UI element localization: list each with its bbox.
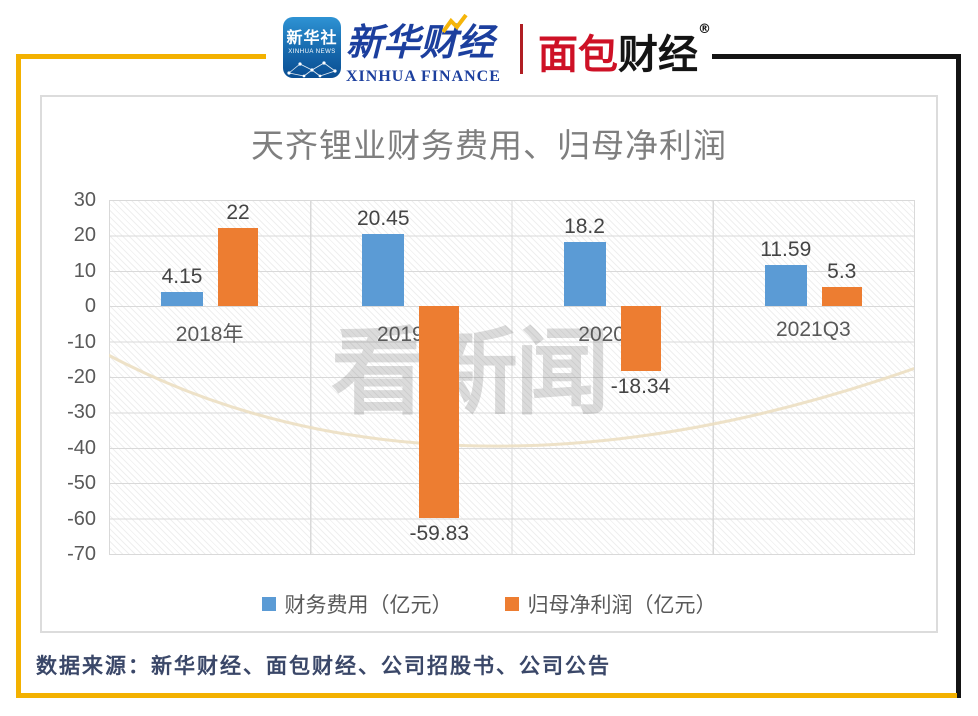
bar-series0-1 (362, 233, 405, 307)
y-tick-label: -30 (67, 401, 96, 424)
xinhua-finance-logo: 新华财经 XINHUA FINANCE (346, 12, 522, 86)
y-tick-label: -10 (67, 330, 96, 353)
legend-label: 财务费用（亿元） (284, 594, 453, 617)
bread-finance-logo: 面包财经® (538, 22, 711, 80)
y-axis: 30 20 10 0 -10 -20 -30 -40 -50 -60 -70 (44, 97, 96, 631)
xinhua-finance-cn: 新华财经 (346, 12, 522, 66)
frame-right (956, 54, 961, 698)
data-label: 20.45 (356, 206, 410, 230)
frame-top-gold (16, 54, 490, 59)
xinhua-finance-en: XINHUA FINANCE (346, 68, 501, 85)
bar-series0-2 (563, 241, 606, 307)
watermark-text: 看新闻 (331, 318, 610, 428)
data-label: 11.59 (760, 238, 812, 262)
y-tick-label: 20 (73, 224, 96, 247)
bar-series1-0 (218, 228, 258, 307)
chart-title: 天齐锂业财务费用、归母净利润 (251, 127, 727, 164)
legend-swatch (261, 597, 276, 611)
data-label: -59.83 (409, 521, 470, 545)
y-tick-label: -60 (67, 507, 96, 530)
data-label: 18.2 (564, 214, 605, 238)
xinhua-app-subtitle: XINHUA NEWS (288, 49, 336, 55)
category-label: 2020年 (578, 323, 646, 347)
data-label: 22 (226, 201, 250, 225)
y-tick-label: -20 (67, 366, 96, 388)
bread-finance-cn-red: 面包 (538, 32, 618, 78)
category-label: 2021Q3 (776, 318, 851, 342)
legend: 财务费用（亿元） 归母净利润（亿元） (42, 589, 936, 619)
data-label: 4.15 (161, 264, 203, 288)
chart-card: 天齐锂业财务费用、归母净利润 30 20 10 0 -10 -20 -30 -40 -50 -60… (40, 95, 938, 633)
bar-series1-3 (821, 287, 862, 307)
category-label: 2018年 (175, 323, 244, 347)
frame-left (16, 54, 21, 698)
y-tick-label: 10 (73, 259, 96, 282)
y-tick-label: -70 (67, 543, 96, 565)
bar-series1-1 (419, 306, 460, 518)
gold-arrow-icon (442, 14, 468, 34)
plot-area: 看新闻 2018年 2019年 2020年 2021Q3 4.15 20.45 18.2 11… (109, 200, 915, 555)
header-logos: 新华社 XINHUA NEWS 新华财经 XINHUA FINANCE (266, 6, 712, 90)
watermark-curve (109, 353, 914, 448)
bar-series0-3 (764, 265, 807, 307)
xinhua-finance-cn-text: 新华财经 (346, 23, 494, 64)
xinhua-app-name: 新华社 (286, 30, 338, 47)
legend-item-0: 财务费用（亿元） (261, 589, 453, 619)
frame-top-black (490, 54, 961, 59)
legend-label: 归母净利润（亿元） (527, 594, 717, 617)
y-tick-label: 30 (73, 189, 96, 211)
network-constellation-icon (287, 61, 337, 78)
y-tick-label: -50 (67, 472, 96, 495)
bread-finance-cn-black: 财经 (618, 32, 698, 78)
category-label: 2019年 (377, 323, 445, 347)
bar-series1-2 (620, 306, 661, 372)
logo-divider (520, 24, 523, 74)
frame-bottom (16, 693, 957, 698)
bar-series0-0 (161, 291, 203, 307)
y-tick-label: 0 (84, 295, 96, 318)
data-label: 5.3 (827, 260, 857, 284)
registered-mark: ® (698, 22, 711, 37)
legend-item-1: 归母净利润（亿元） (504, 589, 717, 619)
legend-swatch (504, 597, 519, 611)
data-source-text: 数据来源：新华财经、面包财经、公司招股书、公司公告 (36, 654, 611, 678)
xinhua-news-app-icon: 新华社 XINHUA NEWS (283, 17, 341, 78)
y-tick-label: -40 (67, 436, 96, 459)
data-label: -18.34 (610, 375, 671, 399)
